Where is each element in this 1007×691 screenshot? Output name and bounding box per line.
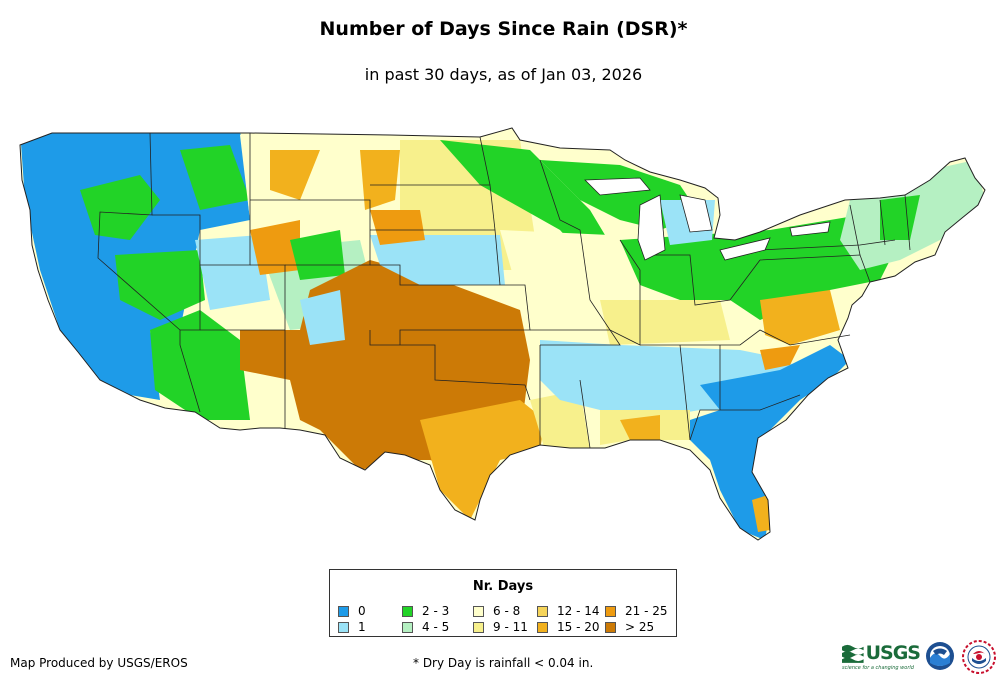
legend-swatch	[338, 605, 349, 617]
map-credit: Map Produced by USGS/EROS	[10, 656, 188, 670]
legend-label: 9 - 11	[493, 620, 528, 634]
usgs-logo: USGS science for a changing world	[842, 642, 921, 674]
dsr-region-2-3	[290, 230, 345, 280]
legend-label: 4 - 5	[422, 620, 450, 634]
legend-item: 0	[338, 604, 366, 618]
noaa-logo	[926, 642, 954, 670]
legend-label: 2 - 3	[422, 604, 450, 618]
us-outline	[19, 127, 986, 541]
legend-label: 15 - 20	[557, 620, 600, 634]
legend-item: 12 - 14	[537, 604, 600, 618]
dsr-region-2-3	[115, 250, 205, 320]
dsr-region-21-25	[370, 210, 425, 245]
legend-swatch	[402, 605, 413, 617]
dsr-region-1	[370, 235, 505, 285]
dsr-region-21-25	[760, 345, 800, 370]
usgs-tagline: science for a changing world	[842, 665, 914, 671]
dsr-region-15-20	[620, 415, 660, 440]
map-title: Number of Days Since Rain (DSR)*	[319, 18, 688, 40]
legend-item: 4 - 5	[402, 620, 449, 634]
dsr-region-2-3	[880, 195, 920, 240]
legend-label: 21 - 25	[625, 604, 668, 618]
great-lakes	[584, 177, 831, 261]
dsr-region-2-3	[150, 310, 250, 420]
dsr-region-15-20	[420, 400, 545, 520]
legend-swatch	[473, 621, 484, 633]
legend-swatch	[605, 621, 616, 633]
legend-swatch	[605, 605, 616, 617]
dsr-region-15-20	[360, 150, 400, 210]
legend-item: 15 - 20	[537, 620, 600, 634]
us-dsr-map	[19, 127, 986, 541]
legend-label: 1	[358, 620, 366, 634]
legend-item: 6 - 8	[473, 604, 520, 618]
legend-swatch	[537, 605, 548, 617]
legend-item: 2 - 3	[402, 604, 449, 618]
legend-swatch	[402, 621, 413, 633]
dsr-region-1	[195, 235, 270, 310]
legend-item: 1	[338, 620, 366, 634]
legend-swatch	[473, 605, 484, 617]
dsr-region-2-3	[180, 145, 250, 210]
dsr-region-1	[300, 290, 345, 345]
legend-item: 9 - 11	[473, 620, 528, 634]
legend-swatch	[338, 621, 349, 633]
legend-label: > 25	[625, 620, 655, 634]
legend-title: Nr. Days	[472, 579, 534, 594]
usgs-wave-icon	[842, 644, 864, 663]
legend-item: 21 - 25	[605, 604, 668, 618]
dsr-region-0	[690, 345, 850, 540]
dsr-region-9-11	[600, 300, 730, 345]
nws-logo	[962, 640, 996, 674]
dsr-region-15-20	[752, 495, 770, 532]
dsr-region-2-3	[80, 175, 160, 240]
dsr-region-15-20	[760, 290, 840, 345]
state-boundaries	[97, 132, 911, 449]
legend-item: > 25	[605, 620, 654, 634]
legend-label: 12 - 14	[557, 604, 600, 618]
legend-label: 0	[358, 604, 366, 618]
legend: Nr. Days 0 1 2 - 3 4 - 5 6 - 8 9 - 11 12…	[329, 569, 677, 637]
dsr-region-9-11	[530, 390, 590, 450]
legend-label: 6 - 8	[493, 604, 521, 618]
map-subtitle: in past 30 days, as of Jan 03, 2026	[364, 65, 643, 84]
dsr-region-21-25	[250, 220, 300, 275]
usgs-wordmark: USGS	[865, 642, 921, 664]
dry-day-footnote: * Dry Day is rainfall < 0.04 in.	[413, 656, 594, 670]
legend-swatch	[537, 621, 548, 633]
dsr-region-15-20	[270, 150, 320, 200]
